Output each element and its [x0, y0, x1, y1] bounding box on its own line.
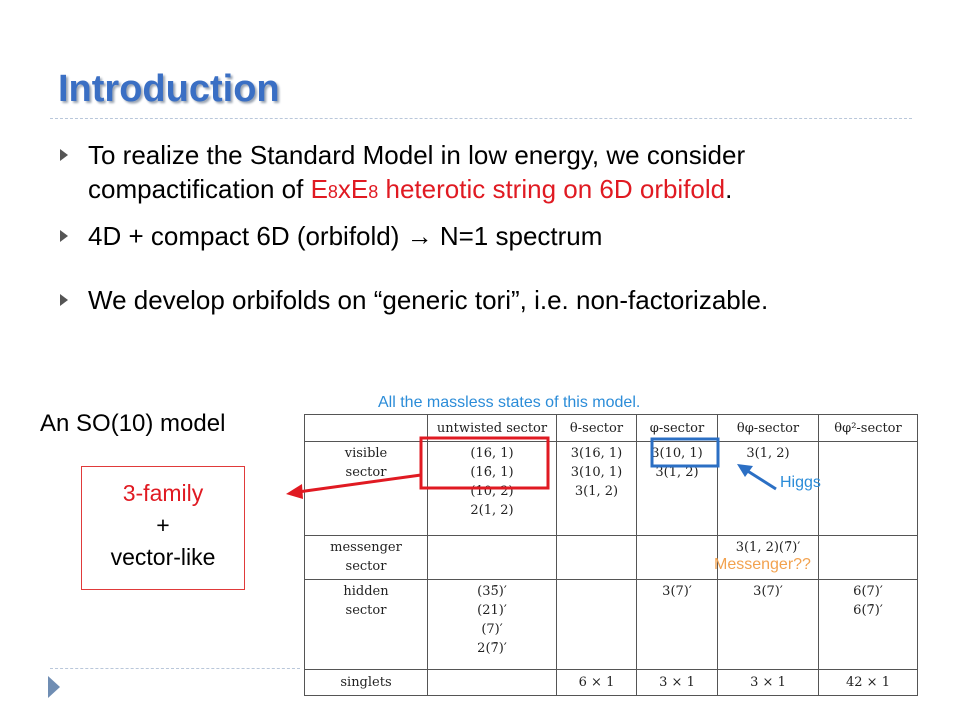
row-label: visible sector	[304, 441, 428, 536]
table-header-corner	[304, 414, 428, 442]
triangle-bullet-icon	[60, 230, 68, 242]
title-divider	[50, 118, 912, 119]
table-cell	[427, 669, 557, 696]
table-row: visible sector (16, 1) (16̄, 1) (10, 2) 2(1,…	[304, 441, 918, 536]
table-cell: 3 × 1	[717, 669, 819, 696]
family-box-line3: vector-like	[110, 544, 216, 570]
table-header-cell: untwisted sector	[427, 414, 557, 442]
model-label: An SO(10) model	[40, 410, 226, 437]
family-box-line2: +	[156, 512, 170, 538]
table-cell: 3(1, 2)	[717, 441, 819, 536]
red-arrow-head-icon	[286, 484, 303, 499]
table-cell: 3(7)′	[636, 579, 718, 670]
row-label: hidden sector	[304, 579, 428, 670]
table-row: messenger sector 3(1, 2)(7̄)′	[304, 535, 918, 580]
slide-title: Introduction	[58, 68, 280, 110]
triangle-bullet-icon	[60, 294, 68, 306]
table-cell: 3(16, 1) 3(10, 1) 3(1, 2)	[556, 441, 637, 536]
family-box-line1: 3-family	[122, 480, 204, 506]
table-row: hidden sector (35̄)′ (21)′ (7)′ 2(7̄)′ 3(7)′…	[304, 579, 918, 670]
table-cell: 42 × 1	[818, 669, 918, 696]
bullet-item-1: To realize the Standard Model in low ene…	[60, 138, 940, 209]
bullet-2-text: 4D + compact 6D (orbifold) → N=1 spectru…	[88, 221, 603, 251]
table-cell: 3(7)′	[717, 579, 819, 670]
table-cell	[636, 535, 718, 580]
bullet-1-line1: To realize the Standard Model in low ene…	[88, 140, 746, 170]
bullet-1-line2-post: .	[725, 174, 733, 204]
table-cell: 3(1, 2)(7̄)′	[717, 535, 819, 580]
row-label: singlets	[304, 669, 428, 696]
table-cell: 3(10, 1) 3(1, 2)	[636, 441, 718, 536]
table-cell	[818, 441, 918, 536]
table-cell: 3 × 1	[636, 669, 718, 696]
bullet-item-3: We develop orbifolds on “generic tori”, …	[60, 283, 940, 317]
bullet-list: To realize the Standard Model in low ene…	[60, 138, 940, 327]
table-cell	[818, 535, 918, 580]
messenger-label: Messenger??	[714, 556, 811, 573]
table-cell	[427, 535, 557, 580]
bullet-item-2: 4D + compact 6D (orbifold) → N=1 spectru…	[60, 219, 940, 253]
table-header-row: untwisted sector θ-sector φ-sector θφ-se…	[304, 414, 918, 442]
footer-divider	[50, 668, 300, 669]
table-cell: 6(7)′ 6(7̄)′	[818, 579, 918, 670]
table-header-cell: θφ²-sector	[818, 414, 918, 442]
table-header-cell: θφ-sector	[717, 414, 819, 442]
triangle-bullet-icon	[60, 149, 68, 161]
table-header-cell: θ-sector	[556, 414, 637, 442]
table-cell	[556, 579, 637, 670]
table-row: singlets 6 × 1 3 × 1 3 × 1 42 × 1	[304, 669, 918, 696]
table-cell	[556, 535, 637, 580]
bullet-1-e8xe8: E8xE8	[310, 174, 379, 204]
bullet-1-line2-red: heterotic string on 6D orbifold	[378, 174, 726, 204]
bullet-1-line2-pre: compactification of	[88, 174, 311, 204]
table-cell: (16, 1) (16̄, 1) (10, 2) 2(1, 2)	[427, 441, 557, 536]
row-label: messenger sector	[304, 535, 428, 580]
family-box: 3-family + vector-like	[81, 466, 245, 590]
table-cell: 6 × 1	[556, 669, 637, 696]
table-cell: (35̄)′ (21)′ (7)′ 2(7̄)′	[427, 579, 557, 670]
massless-caption: All the massless states of this model.	[378, 394, 641, 411]
spectrum-table: untwisted sector θ-sector φ-sector θφ-se…	[304, 414, 918, 696]
higgs-label: Higgs	[780, 474, 821, 491]
bullet-3-text: We develop orbifolds on “generic tori”, …	[88, 285, 769, 315]
footer-arrow-icon	[48, 676, 60, 698]
table-header-cell: φ-sector	[636, 414, 718, 442]
